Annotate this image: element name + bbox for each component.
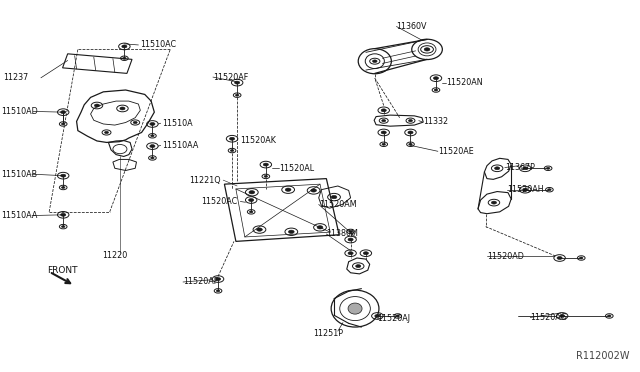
Circle shape [557, 257, 562, 260]
Text: 11332: 11332 [423, 117, 449, 126]
Circle shape [348, 252, 353, 255]
Circle shape [492, 201, 497, 204]
Text: 11520AF: 11520AF [213, 73, 248, 81]
Circle shape [94, 104, 100, 107]
Circle shape [580, 257, 583, 259]
Circle shape [349, 230, 352, 232]
Circle shape [381, 131, 387, 134]
Circle shape [381, 109, 387, 112]
Circle shape [317, 226, 323, 229]
Circle shape [356, 264, 361, 267]
Circle shape [61, 174, 66, 177]
Ellipse shape [348, 303, 362, 314]
Text: 11510AA: 11510AA [162, 141, 198, 150]
Text: 11520AF: 11520AF [183, 278, 218, 286]
Circle shape [216, 290, 220, 292]
Circle shape [375, 314, 380, 317]
Text: 11520AK: 11520AK [240, 136, 276, 145]
Circle shape [331, 195, 337, 199]
Text: FRONT: FRONT [47, 266, 78, 275]
Text: 11510AD: 11510AD [1, 106, 38, 116]
Circle shape [61, 186, 65, 189]
Circle shape [123, 57, 126, 59]
Circle shape [235, 81, 240, 84]
Circle shape [61, 123, 65, 125]
Circle shape [548, 189, 551, 191]
Text: 11360V: 11360V [396, 22, 427, 31]
Circle shape [396, 315, 399, 317]
Circle shape [150, 122, 155, 125]
Circle shape [120, 107, 125, 110]
Circle shape [250, 211, 253, 213]
Circle shape [409, 143, 412, 145]
Circle shape [408, 131, 413, 134]
Circle shape [236, 94, 239, 96]
Circle shape [216, 278, 221, 280]
Circle shape [348, 238, 353, 241]
Text: 11221Q: 11221Q [189, 176, 221, 185]
Text: 11520AH: 11520AH [507, 185, 543, 194]
Text: 11510AB: 11510AB [1, 170, 38, 179]
Circle shape [264, 176, 268, 177]
Text: 11510A: 11510A [162, 119, 193, 128]
Circle shape [372, 60, 377, 62]
Circle shape [435, 89, 438, 91]
Circle shape [364, 252, 369, 255]
Text: 11251P: 11251P [314, 329, 344, 338]
Text: 11510AA: 11510AA [1, 211, 38, 220]
Circle shape [289, 230, 294, 234]
Text: 11220: 11220 [102, 251, 127, 260]
Circle shape [495, 167, 500, 170]
Circle shape [61, 213, 66, 216]
Circle shape [547, 167, 550, 169]
Circle shape [230, 137, 235, 140]
Circle shape [249, 190, 255, 194]
Circle shape [523, 167, 528, 170]
Circle shape [248, 199, 254, 202]
Text: 11510AC: 11510AC [140, 41, 177, 49]
Circle shape [523, 188, 528, 191]
Text: 11520AJ: 11520AJ [378, 314, 410, 323]
Text: 11367P: 11367P [505, 163, 534, 172]
Circle shape [230, 150, 234, 151]
Circle shape [122, 45, 127, 48]
Circle shape [607, 315, 611, 317]
Text: 11520AN: 11520AN [446, 78, 483, 87]
Text: R112002W: R112002W [575, 352, 629, 361]
Circle shape [263, 163, 268, 166]
Circle shape [61, 110, 66, 114]
Text: 11520AD: 11520AD [487, 251, 524, 261]
Text: 11380M: 11380M [326, 230, 358, 238]
Circle shape [104, 131, 109, 134]
Circle shape [381, 119, 386, 122]
Text: 11237: 11237 [3, 73, 28, 82]
Circle shape [61, 225, 65, 228]
Circle shape [408, 119, 413, 122]
Circle shape [133, 121, 137, 124]
Circle shape [424, 48, 430, 51]
Circle shape [257, 228, 262, 231]
Text: 11520AG: 11520AG [531, 313, 567, 322]
Circle shape [150, 145, 155, 148]
Circle shape [285, 188, 291, 191]
Circle shape [150, 157, 154, 159]
Text: 11520AL: 11520AL [279, 164, 314, 173]
Circle shape [311, 189, 317, 192]
Circle shape [382, 143, 385, 145]
Text: 11520AE: 11520AE [438, 147, 474, 156]
Circle shape [150, 135, 154, 137]
Circle shape [559, 314, 564, 317]
Circle shape [433, 77, 438, 80]
Text: 11520AC: 11520AC [201, 197, 237, 206]
Text: 11520AM: 11520AM [319, 200, 356, 209]
